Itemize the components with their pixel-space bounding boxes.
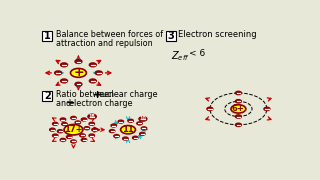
Circle shape <box>92 128 97 131</box>
Text: $Z_{eff}$: $Z_{eff}$ <box>172 49 190 63</box>
Circle shape <box>71 140 76 143</box>
Circle shape <box>60 79 68 83</box>
Text: and: and <box>56 98 76 107</box>
Circle shape <box>236 115 241 118</box>
Circle shape <box>50 128 55 131</box>
Text: 1: 1 <box>44 31 51 41</box>
Circle shape <box>132 136 138 139</box>
Text: +: + <box>73 66 84 79</box>
Circle shape <box>128 119 133 122</box>
Text: +: + <box>93 90 103 100</box>
Text: −: − <box>66 98 75 108</box>
Circle shape <box>71 116 76 120</box>
Circle shape <box>236 91 241 95</box>
Circle shape <box>81 138 87 141</box>
Text: 18: 18 <box>89 114 95 119</box>
Circle shape <box>60 118 66 121</box>
Text: 17+: 17+ <box>64 125 83 134</box>
Text: electron charge: electron charge <box>69 98 132 107</box>
Circle shape <box>236 123 241 127</box>
Circle shape <box>60 63 68 67</box>
Circle shape <box>89 134 94 137</box>
Text: < 6: < 6 <box>189 49 205 58</box>
Circle shape <box>84 127 90 130</box>
Circle shape <box>70 68 86 77</box>
Circle shape <box>75 121 81 124</box>
Circle shape <box>81 118 87 121</box>
FancyBboxPatch shape <box>42 31 52 41</box>
Circle shape <box>64 124 83 135</box>
Circle shape <box>140 132 145 135</box>
Circle shape <box>95 71 102 75</box>
Text: Balance between forces of: Balance between forces of <box>56 30 163 39</box>
Circle shape <box>118 120 124 123</box>
Circle shape <box>264 107 270 111</box>
Text: 11: 11 <box>122 125 134 134</box>
Circle shape <box>121 126 135 134</box>
Circle shape <box>67 135 72 138</box>
Circle shape <box>207 107 213 111</box>
FancyBboxPatch shape <box>42 91 52 101</box>
Text: 3: 3 <box>168 31 175 41</box>
Text: Electron screening: Electron screening <box>178 30 257 39</box>
Circle shape <box>123 137 128 140</box>
Circle shape <box>236 100 241 103</box>
Circle shape <box>52 122 58 125</box>
Circle shape <box>75 82 82 86</box>
Circle shape <box>88 114 96 119</box>
Circle shape <box>55 71 61 75</box>
Circle shape <box>89 79 96 83</box>
Text: 6+: 6+ <box>232 104 245 113</box>
Circle shape <box>52 134 58 137</box>
Circle shape <box>80 134 85 137</box>
Circle shape <box>231 105 246 113</box>
Circle shape <box>60 138 66 141</box>
Circle shape <box>89 63 96 67</box>
Text: 10: 10 <box>140 116 146 121</box>
Text: attraction and repulsion: attraction and repulsion <box>56 39 153 48</box>
Circle shape <box>57 130 63 133</box>
Text: Ratio between: Ratio between <box>56 90 116 99</box>
Text: 2: 2 <box>44 91 51 101</box>
Circle shape <box>141 127 147 130</box>
Circle shape <box>137 122 142 125</box>
Circle shape <box>75 60 82 64</box>
Circle shape <box>114 134 119 138</box>
Text: nuclear charge: nuclear charge <box>97 90 157 99</box>
Circle shape <box>111 124 116 127</box>
Circle shape <box>62 122 67 125</box>
Circle shape <box>139 117 147 121</box>
FancyBboxPatch shape <box>166 31 176 41</box>
Circle shape <box>89 122 94 125</box>
Circle shape <box>109 130 115 133</box>
